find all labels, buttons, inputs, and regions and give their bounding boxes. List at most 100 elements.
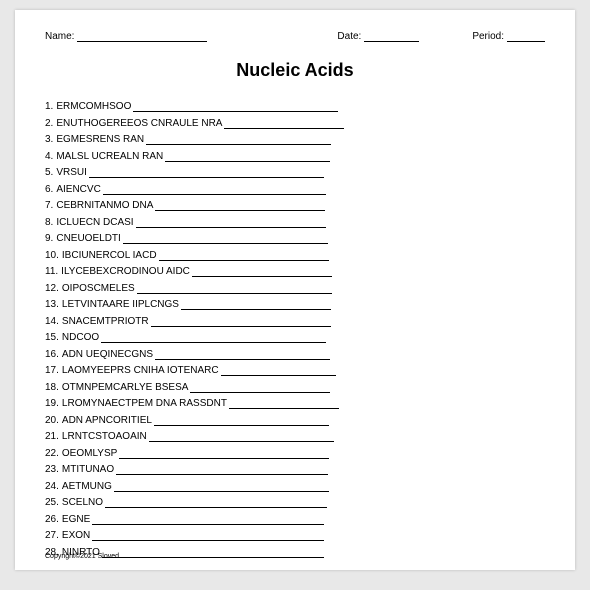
item-number: 22. (45, 448, 59, 459)
answer-blank[interactable] (92, 514, 324, 525)
list-item: 8.ICLUECN DCASI (45, 217, 545, 228)
item-scramble: NDCOO (62, 332, 99, 343)
answer-blank[interactable] (114, 481, 329, 492)
item-number: 20. (45, 415, 59, 426)
answer-blank[interactable] (103, 184, 326, 195)
worksheet-page: Name: Date: Period: Nucleic Acids 1.ERMC… (15, 10, 575, 570)
item-number: 19. (45, 398, 59, 409)
item-scramble: LROMYNAECTPEM DNA RASSDNT (62, 398, 227, 409)
date-blank[interactable] (364, 30, 419, 42)
item-number: 10. (45, 250, 59, 261)
answer-blank[interactable] (221, 365, 336, 376)
item-scramble: SNACEMTPRIOTR (62, 316, 149, 327)
answer-blank[interactable] (101, 332, 326, 343)
item-number: 2. (45, 118, 53, 129)
item-scramble: EGNE (62, 514, 90, 525)
answer-blank[interactable] (159, 250, 329, 261)
answer-blank[interactable] (192, 266, 332, 277)
item-number: 26. (45, 514, 59, 525)
answer-blank[interactable] (229, 398, 339, 409)
answer-blank[interactable] (155, 349, 330, 360)
item-number: 25. (45, 497, 59, 508)
item-scramble: CEBRNITANMO DNA (56, 200, 153, 211)
list-item: 12.OIPOSCMELES (45, 283, 545, 294)
list-item: 15.NDCOO (45, 332, 545, 343)
item-number: 3. (45, 134, 53, 145)
list-item: 6.AIENCVC (45, 184, 545, 195)
item-number: 4. (45, 151, 53, 162)
answer-blank[interactable] (89, 167, 324, 178)
answer-blank[interactable] (119, 448, 329, 459)
answer-blank[interactable] (116, 464, 328, 475)
date-label: Date: (337, 31, 361, 42)
answer-blank[interactable] (105, 497, 327, 508)
list-item: 1.ERMCOMHSOO (45, 101, 545, 112)
item-number: 8. (45, 217, 53, 228)
item-number: 27. (45, 530, 59, 541)
list-item: 25.SCELNO (45, 497, 545, 508)
period-blank[interactable] (507, 30, 545, 42)
list-item: 3.EGMESRENS RAN (45, 134, 545, 145)
answer-blank[interactable] (146, 134, 331, 145)
answer-blank[interactable] (155, 200, 325, 211)
item-scramble: LAOMYEEPRS CNIHA IOTENARC (62, 365, 219, 376)
list-item: 27.EXON (45, 530, 545, 541)
item-number: 6. (45, 184, 53, 195)
item-scramble: IBCIUNERCOL IACD (62, 250, 157, 261)
item-scramble: ADN APNCORITIEL (62, 415, 152, 426)
item-scramble: EXON (62, 530, 90, 541)
answer-blank[interactable] (224, 118, 344, 129)
item-number: 23. (45, 464, 59, 475)
item-scramble: AETMUNG (62, 481, 112, 492)
answer-blank[interactable] (92, 530, 324, 541)
answer-blank[interactable] (154, 415, 329, 426)
list-item: 13.LETVINTAARE IIPLCNGS (45, 299, 545, 310)
item-scramble: ILYCEBEXCRODINOU AIDC (61, 266, 190, 277)
list-item: 24.AETMUNG (45, 481, 545, 492)
name-blank[interactable] (77, 30, 207, 42)
item-scramble: ERMCOMHSOO (56, 101, 131, 112)
item-number: 1. (45, 101, 53, 112)
list-item: 7.CEBRNITANMO DNA (45, 200, 545, 211)
item-scramble: MALSL UCREALN RAN (56, 151, 163, 162)
list-item: 10.IBCIUNERCOL IACD (45, 250, 545, 261)
answer-blank[interactable] (123, 233, 328, 244)
item-scramble: ENUTHOGEREEOS CNRAULE NRA (56, 118, 222, 129)
answer-blank[interactable] (190, 382, 330, 393)
list-item: 4.MALSL UCREALN RAN (45, 151, 545, 162)
answer-blank[interactable] (149, 431, 334, 442)
item-number: 9. (45, 233, 53, 244)
answer-blank[interactable] (165, 151, 330, 162)
item-scramble: LRNTCSTOAOAIN (62, 431, 147, 442)
list-item: 16.ADN UEQINECGNS (45, 349, 545, 360)
list-item: 14.SNACEMTPRIOTR (45, 316, 545, 327)
list-item: 21.LRNTCSTOAOAIN (45, 431, 545, 442)
answer-blank[interactable] (133, 101, 338, 112)
answer-blank[interactable] (181, 299, 331, 310)
period-field: Period: (472, 30, 545, 42)
item-number: 15. (45, 332, 59, 343)
list-item: 18.OTMNPEMCARLYE BSESA (45, 382, 545, 393)
answer-blank[interactable] (102, 547, 324, 558)
list-item: 11.ILYCEBEXCRODINOU AIDC (45, 266, 545, 277)
list-item: 28.NINRTO (45, 547, 545, 558)
item-scramble: LETVINTAARE IIPLCNGS (62, 299, 179, 310)
answer-blank[interactable] (151, 316, 331, 327)
item-number: 21. (45, 431, 59, 442)
item-number: 24. (45, 481, 59, 492)
answer-blank[interactable] (137, 283, 332, 294)
item-scramble: EGMESRENS RAN (56, 134, 144, 145)
item-number: 17. (45, 365, 59, 376)
item-scramble: MTITUNAO (62, 464, 114, 475)
list-item: 9.CNEUOELDTI (45, 233, 545, 244)
answer-blank[interactable] (136, 217, 326, 228)
item-scramble: VRSUI (56, 167, 87, 178)
item-scramble: ADN UEQINECGNS (62, 349, 153, 360)
page-title: Nucleic Acids (45, 60, 545, 81)
item-number: 16. (45, 349, 59, 360)
header-row: Name: Date: Period: (45, 30, 545, 42)
item-number: 13. (45, 299, 59, 310)
list-item: 19.LROMYNAECTPEM DNA RASSDNT (45, 398, 545, 409)
name-label: Name: (45, 31, 74, 42)
period-label: Period: (472, 31, 504, 42)
